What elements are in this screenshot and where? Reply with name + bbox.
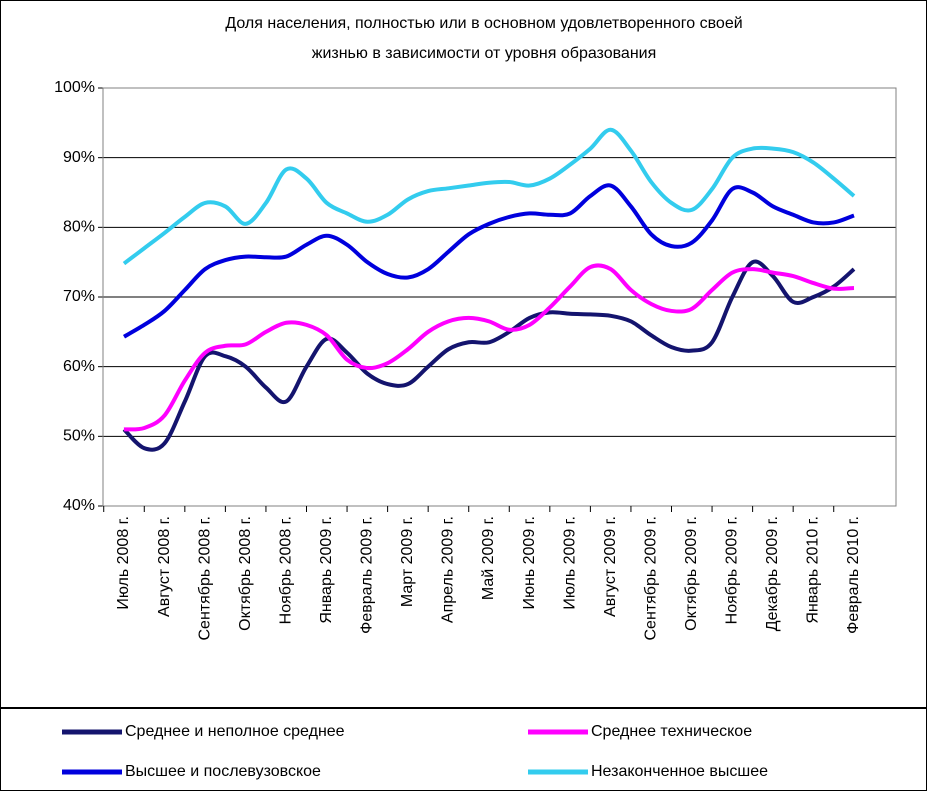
y-tick-label: 100% bbox=[54, 79, 95, 96]
x-tick-label: Май 2009 г. bbox=[480, 516, 497, 600]
y-tick-label: 60% bbox=[63, 358, 95, 375]
legend-label: Незаконченное высшее bbox=[591, 763, 768, 780]
y-tick-label: 50% bbox=[63, 428, 95, 445]
x-tick-label: Июль 2008 г. bbox=[115, 516, 132, 610]
y-tick-label: 90% bbox=[63, 149, 95, 166]
x-tick-label: Декабрь 2009 г. bbox=[764, 516, 781, 631]
x-tick-label: Ноябрь 2008 г. bbox=[277, 516, 294, 624]
plot-area bbox=[102, 87, 897, 507]
x-tick-label: Апрель 2009 г. bbox=[440, 516, 457, 623]
x-tick-label: Октябрь 2009 г. bbox=[683, 516, 700, 631]
x-tick-label: Январь 2010 г. bbox=[805, 516, 822, 624]
series-line bbox=[122, 127, 856, 266]
x-tick-label: Август 2008 г. bbox=[156, 516, 173, 617]
y-tick-label: 40% bbox=[63, 497, 95, 514]
x-tick-label: Февраль 2009 г. bbox=[359, 516, 376, 634]
x-tick-label: Июнь 2009 г. bbox=[521, 516, 538, 609]
y-tick-label: 70% bbox=[63, 288, 95, 305]
chart-frame bbox=[0, 0, 927, 708]
x-tick-label: Сентябрь 2009 г. bbox=[642, 516, 659, 641]
x-tick-label: Июль 2009 г. bbox=[561, 516, 578, 610]
legend-label: Среднее и неполное среднее bbox=[125, 723, 345, 740]
legend-label: Среднее техническое bbox=[591, 723, 752, 740]
legend-label: Высшее и послевузовское bbox=[125, 763, 321, 780]
series-line bbox=[122, 259, 856, 452]
x-tick-label: Октябрь 2008 г. bbox=[237, 516, 254, 631]
x-tick-label: Ноябрь 2009 г. bbox=[724, 516, 741, 624]
x-tick-label: Февраль 2010 г. bbox=[845, 516, 862, 634]
x-tick-label: Август 2009 г. bbox=[602, 516, 619, 617]
series-line bbox=[123, 263, 855, 432]
x-tick-label: Январь 2009 г. bbox=[318, 516, 335, 624]
chart-title: жизнью в зависимости от уровня образован… bbox=[312, 45, 657, 62]
series-line bbox=[122, 183, 855, 339]
chart-title: Доля населения, полностью или в основном… bbox=[225, 15, 742, 32]
x-tick-label: Сентябрь 2008 г. bbox=[196, 516, 213, 641]
x-tick-label: Март 2009 г. bbox=[399, 516, 416, 607]
y-tick-label: 80% bbox=[63, 219, 95, 236]
